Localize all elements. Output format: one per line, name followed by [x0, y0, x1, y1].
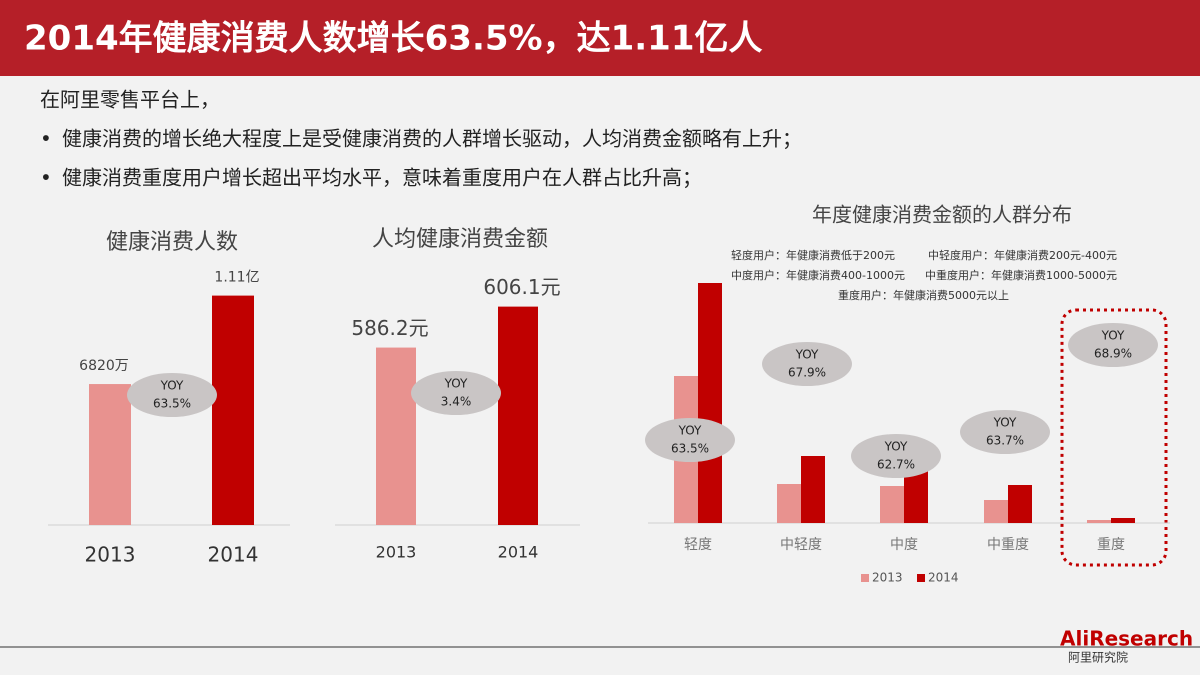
chart-title: 健康消费人数 [106, 230, 238, 255]
bullet-dot: • [40, 127, 52, 151]
yoy-value: 63.7% [986, 434, 1024, 448]
bullet: 健康消费重度用户增长超出平均水平，意味着重度用户在人群占比升高； [62, 166, 702, 190]
intro: 在阿里零售平台上， [40, 88, 220, 112]
chart-title: 年度健康消费金额的人群分布 [812, 203, 1072, 227]
yoy-label: YOY [160, 379, 184, 393]
value-label: 586.2元 [351, 316, 428, 340]
value-label: 1.11亿 [214, 270, 259, 286]
highlight-box [1060, 308, 1168, 567]
bar [1111, 518, 1135, 523]
x-tick-label: 中度 [890, 537, 918, 553]
yoy-value: 63.5% [153, 397, 191, 411]
bar [880, 486, 904, 523]
bar [376, 347, 416, 525]
yoy-bubble [851, 434, 941, 478]
bar [984, 500, 1008, 523]
yoy-value: 67.9% [788, 366, 826, 380]
yoy-value: 68.9% [1094, 347, 1132, 361]
note: 重度用户：年健康消费5000元以上 [838, 288, 1009, 302]
x-tick-label: 轻度 [684, 537, 712, 553]
x-tick-label: 2013 [85, 543, 136, 567]
bullet: 健康消费的增长绝大程度上是受健康消费的人群增长驱动，人均消费金额略有上升； [62, 127, 802, 151]
header-bar [0, 0, 1200, 76]
yoy-label: YOY [1101, 329, 1125, 343]
yoy-label: YOY [884, 440, 908, 454]
x-tick-label: 2013 [376, 543, 417, 562]
x-tick-label: 2014 [498, 543, 539, 562]
note: 中重度用户：年健康消费1000-5000元 [925, 268, 1117, 282]
bullet-dot: • [40, 166, 52, 190]
bar [801, 456, 825, 523]
x-tick-label: 中轻度 [780, 537, 822, 553]
yoy-label: YOY [444, 377, 468, 391]
bar [212, 295, 254, 525]
bar [698, 283, 722, 523]
yoy-value: 63.5% [671, 442, 709, 456]
yoy-value: 3.4% [441, 395, 472, 409]
logo: AliResearch [1060, 627, 1193, 651]
bar [1087, 520, 1111, 523]
x-tick-label: 2014 [208, 543, 259, 567]
bar [89, 384, 131, 525]
yoy-label: YOY [678, 424, 702, 438]
yoy-bubble [127, 373, 217, 417]
legend-label: 2013 [872, 571, 903, 585]
note: 轻度用户：年健康消费低于200元 [731, 248, 895, 262]
slide-title: 2014年健康消费人数增长63.5%，达1.11亿人 [24, 19, 762, 59]
legend-swatch [861, 574, 869, 582]
note: 中度用户：年健康消费400-1000元 [731, 268, 905, 282]
yoy-bubble [411, 371, 501, 415]
yoy-label: YOY [795, 348, 819, 362]
chart-title: 人均健康消费金额 [372, 227, 548, 252]
yoy-bubble [960, 410, 1050, 454]
legend-swatch [917, 574, 925, 582]
yoy-bubble [1068, 323, 1158, 367]
yoy-label: YOY [993, 416, 1017, 430]
note: 中轻度用户：年健康消费200元-400元 [928, 248, 1117, 262]
bar [777, 484, 801, 523]
yoy-bubble [762, 342, 852, 386]
value-label: 606.1元 [483, 275, 560, 299]
bar [498, 306, 538, 525]
yoy-bubble [645, 418, 735, 462]
legend-label: 2014 [928, 571, 959, 585]
yoy-value: 62.7% [877, 458, 915, 472]
value-label: 6820万 [79, 358, 129, 374]
bar [1008, 485, 1032, 523]
x-tick-label: 中重度 [987, 537, 1029, 553]
x-tick-label: 重度 [1097, 537, 1125, 553]
logo-sub: 阿里研究院 [1068, 650, 1128, 665]
